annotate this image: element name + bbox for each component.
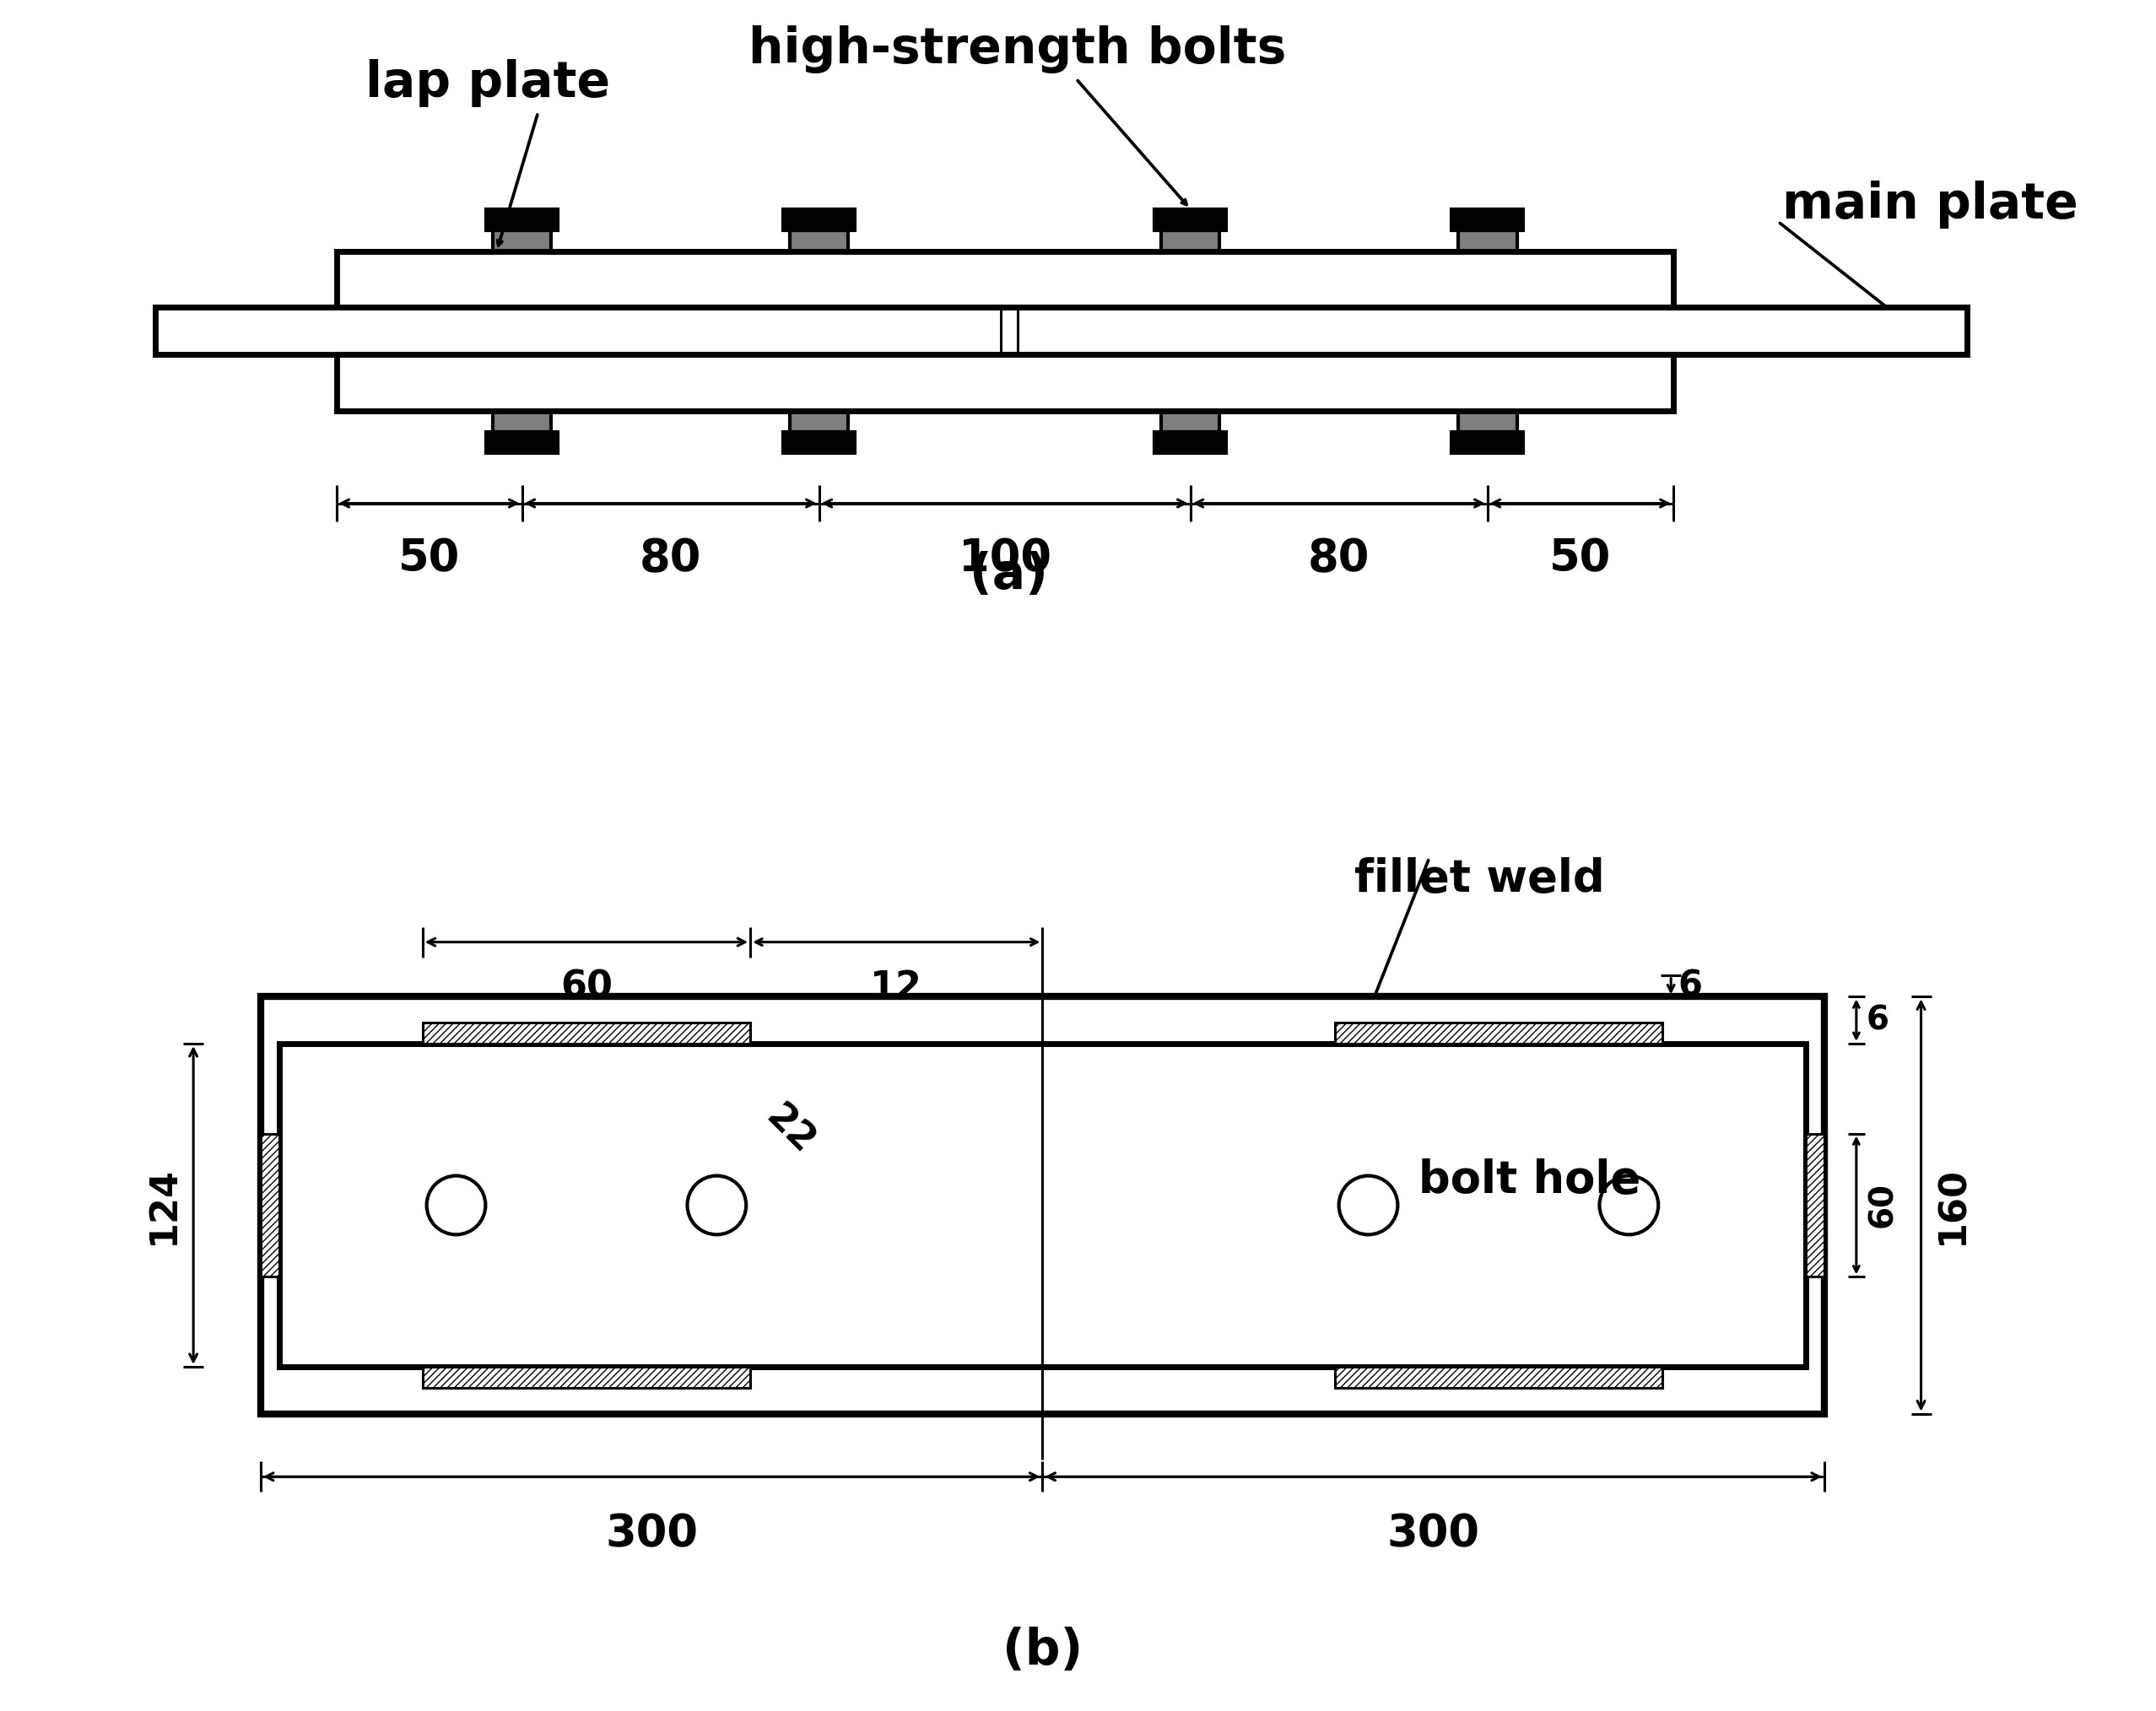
Text: 6: 6 xyxy=(1677,968,1701,1004)
Text: 80: 80 xyxy=(1309,537,1369,580)
Bar xyxy=(1160,229,1220,431)
Bar xyxy=(336,354,1673,411)
Text: high-strength bolts: high-strength bolts xyxy=(748,26,1287,74)
Bar xyxy=(1451,209,1524,229)
Text: 124: 124 xyxy=(144,1165,181,1244)
Text: 300: 300 xyxy=(1386,1513,1479,1555)
Text: 50: 50 xyxy=(1550,537,1611,580)
Text: 6: 6 xyxy=(1867,1004,1889,1037)
Bar xyxy=(485,431,558,453)
Bar xyxy=(261,1133,278,1276)
Bar xyxy=(1335,1023,1662,1044)
Bar xyxy=(1451,431,1524,453)
Text: 60: 60 xyxy=(561,968,612,1006)
Bar xyxy=(1335,1367,1662,1388)
Text: 80: 80 xyxy=(640,537,701,580)
Text: 300: 300 xyxy=(606,1513,699,1555)
Bar xyxy=(423,1023,750,1044)
Text: 22: 22 xyxy=(759,1098,821,1160)
Bar xyxy=(278,1044,1807,1367)
Text: 12: 12 xyxy=(871,968,923,1006)
Bar xyxy=(789,229,849,431)
Bar xyxy=(1457,229,1518,431)
Bar xyxy=(783,431,856,453)
Bar xyxy=(783,209,856,229)
Bar xyxy=(1807,1133,1824,1276)
Text: bolt hole: bolt hole xyxy=(1419,1158,1641,1201)
Bar xyxy=(155,308,1966,354)
Bar xyxy=(261,998,1824,1413)
Text: 60: 60 xyxy=(1867,1182,1899,1228)
Bar xyxy=(1153,431,1227,453)
Text: main plate: main plate xyxy=(1783,181,2078,229)
Text: 50: 50 xyxy=(399,537,459,580)
Bar xyxy=(423,1367,750,1388)
Bar xyxy=(485,209,558,229)
Text: 100: 100 xyxy=(957,537,1052,580)
Text: (b): (b) xyxy=(1003,1627,1082,1675)
Text: fillet weld: fillet weld xyxy=(1354,857,1604,902)
Bar xyxy=(1153,209,1227,229)
Bar xyxy=(336,252,1673,308)
Text: 160: 160 xyxy=(1934,1165,1971,1244)
Bar xyxy=(492,229,552,431)
Text: (a): (a) xyxy=(970,551,1048,599)
Text: lap plate: lap plate xyxy=(364,58,610,108)
